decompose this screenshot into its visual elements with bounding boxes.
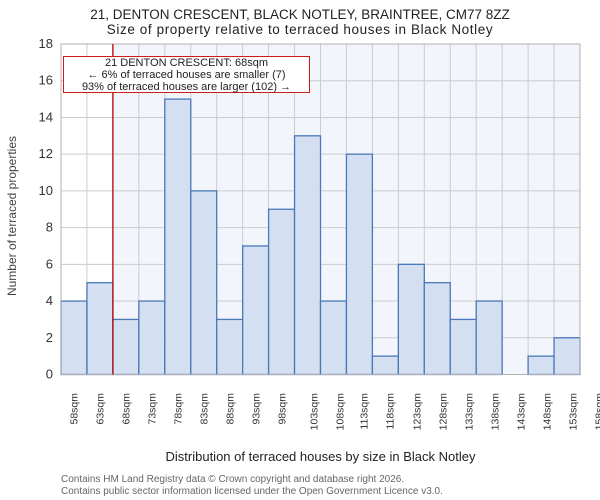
svg-text:6: 6 — [46, 256, 53, 271]
svg-text:0: 0 — [46, 367, 53, 382]
svg-text:18: 18 — [39, 36, 53, 51]
svg-text:16: 16 — [39, 73, 53, 88]
svg-text:12: 12 — [39, 146, 53, 161]
svg-text:2: 2 — [46, 330, 53, 345]
svg-text:10: 10 — [39, 183, 53, 198]
svg-text:4: 4 — [46, 293, 53, 308]
svg-text:8: 8 — [46, 220, 53, 235]
svg-text:14: 14 — [39, 109, 53, 124]
